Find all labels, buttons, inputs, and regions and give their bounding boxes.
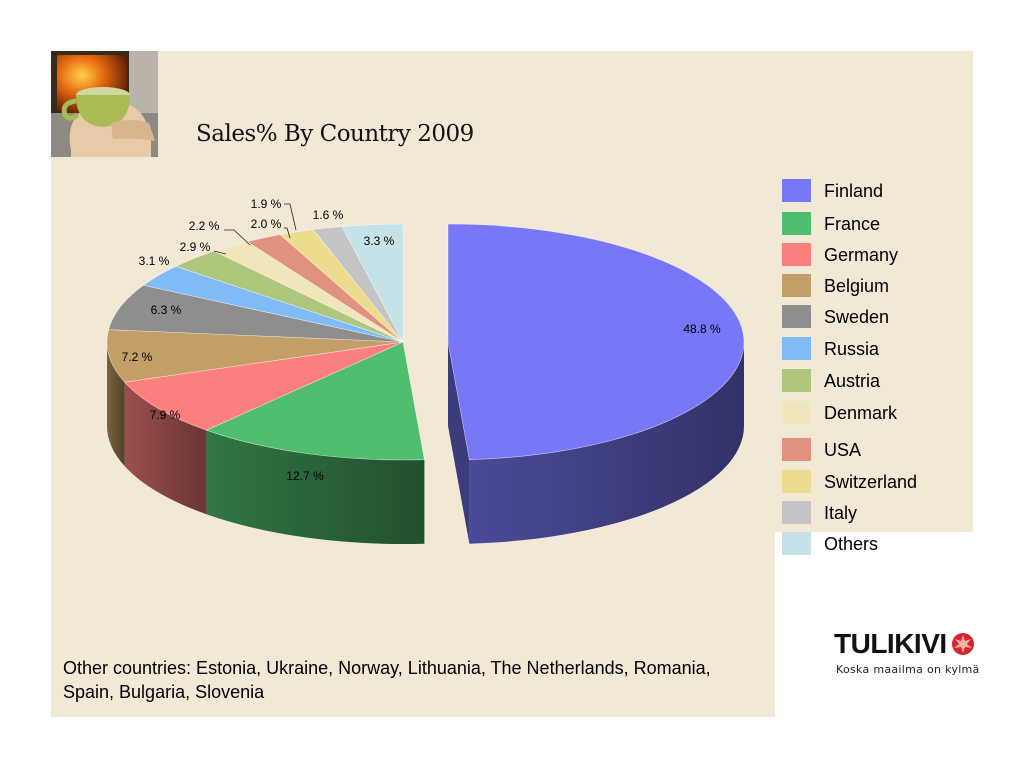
legend-item-germany: Germany [782,242,962,268]
chart-title: Sales% By Country 2009 [196,121,474,147]
legend-item-others: Others [782,531,962,557]
legend-label: Finland [824,181,884,201]
leader-line-usa [284,227,291,239]
legend-label: Russia [824,339,880,359]
data-label-denmark: 2.2 % [189,219,220,233]
legend-item-usa: USA [782,437,962,463]
legend-swatch [782,243,811,266]
pie-slice-finland [447,223,745,460]
legend-label: Others [824,534,879,554]
legend-label: Belgium [824,276,890,296]
legend-item-belgium: Belgium [782,273,962,299]
legend-item-italy: Italy [782,500,962,526]
pie-cut-finland [448,342,470,544]
tulikivi-logo: TULIKIVI Koska maailma on kylmä [834,628,979,678]
data-label-belgium: 7.2 % [122,350,153,364]
logo-wordmark: TULIKIVI [834,628,947,659]
pie-side-germany [124,382,207,515]
legend-swatch [782,438,811,461]
data-label-sweden: 6.3 % [151,303,182,317]
slide-background-lower [51,532,775,717]
legend-swatch [782,470,811,493]
pie-slice-others [341,223,404,343]
pie-slice-germany [124,341,404,431]
data-label-others: 3.3 % [364,234,395,248]
leader-line-denmark [224,229,251,246]
legend-item-russia: Russia [782,336,962,362]
pie-slice-sweden [108,284,404,343]
data-label-france: 12.7 % [286,469,324,483]
pie-side-france [206,430,425,544]
data-label-usa: 2.0 % [251,217,282,231]
flame-logo-icon [952,633,974,655]
legend-swatch [782,179,811,202]
logo-tagline: Koska maailma on kylmä [836,663,980,676]
data-label-finland: 48.8 % [683,322,721,336]
legend-swatch [782,337,811,360]
legend-swatch [782,274,811,297]
legend-label: Sweden [824,307,890,327]
legend-item-france: France [782,211,962,237]
legend-swatch [782,401,811,424]
pie-side-finland [469,342,744,544]
leader-line-austria [213,250,227,255]
legend-label: Switzerland [824,472,918,492]
legend-item-sweden: Sweden [782,304,962,330]
legend-item-austria: Austria [782,368,962,394]
legend-label: France [824,214,881,234]
legend-swatch [782,501,811,524]
data-label-switzerland: 1.9 % [251,197,282,211]
legend-item-switzerland: Switzerland [782,469,962,495]
footnote-other-countries: Other countries: Estonia, Ukraine, Norwa… [63,658,711,702]
leader-line-switzerland [284,203,297,231]
legend-label: Denmark [824,403,898,423]
data-label-germany: 7.9 % [150,408,181,422]
pie-side-belgium [107,342,125,467]
coffee-cup-photo [51,51,158,157]
legend-swatch [782,212,811,235]
data-label-italy: 1.6 % [313,208,344,222]
data-label-russia: 3.1 % [139,254,170,268]
legend-swatch [782,532,811,555]
legend-label: Italy [824,503,858,523]
data-label-austria: 2.9 % [180,240,211,254]
legend-item-finland: Finland [782,178,962,204]
pie-slice-belgium [106,329,404,383]
legend-label: USA [824,440,862,460]
legend-label: Germany [824,245,899,265]
legend-item-denmark: Denmark [782,400,962,426]
legend-swatch [782,369,811,392]
legend-swatch [782,305,811,328]
legend-label: Austria [824,371,881,391]
pie-slice-france [205,341,425,461]
